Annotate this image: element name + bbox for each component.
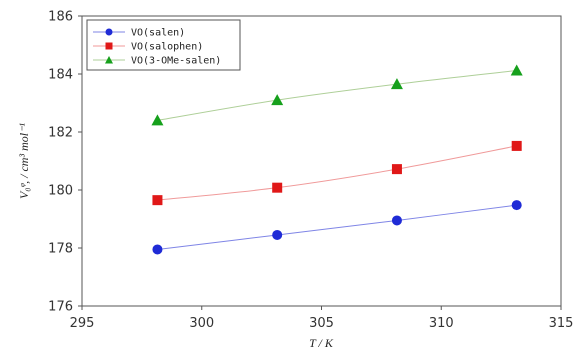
- series-line-vo-3-ome-salen: [157, 70, 517, 121]
- data-point-vo-3-ome-salen: [151, 114, 164, 126]
- legend-marker-vo-salophen: [105, 42, 113, 50]
- data-point-vo-salophen: [391, 164, 402, 175]
- legend-label-vo-salen: VO(salen): [131, 28, 185, 39]
- y-axis-label: V₀ᵠ, / cm³ mol⁻¹: [17, 123, 31, 199]
- x-tick-label: 305: [309, 316, 334, 331]
- x-tick-label: 295: [70, 316, 95, 331]
- y-tick-label: 182: [48, 126, 73, 141]
- data-point-vo-3-ome-salen: [271, 94, 284, 106]
- data-point-vo-salophen: [511, 140, 522, 151]
- legend-label-vo-salophen: VO(salophen): [131, 42, 203, 53]
- legend-marker-vo-3-ome-salen: [105, 56, 113, 64]
- x-tick-label: 300: [189, 316, 214, 331]
- x-tick-label: 315: [549, 316, 574, 331]
- data-point-vo-salen: [152, 244, 163, 255]
- legend-label-vo-3-ome-salen: VO(3-OMe-salen): [131, 56, 221, 67]
- series-line-vo-salen: [157, 204, 517, 250]
- data-point-vo-salen: [272, 229, 283, 240]
- y-tick-label: 176: [48, 300, 73, 315]
- data-point-vo-salophen: [272, 182, 283, 193]
- x-axis-label: T / K: [309, 336, 334, 350]
- data-point-vo-salen: [391, 215, 402, 226]
- legend-marker-vo-salen: [105, 28, 113, 36]
- y-tick-label: 184: [48, 68, 73, 83]
- data-point-vo-3-ome-salen: [510, 64, 523, 76]
- series-points: [151, 64, 523, 255]
- axis-ticks: 295 300 305 310 315 176 178 180 182 184 186: [48, 10, 573, 332]
- y-tick-label: 180: [48, 184, 73, 199]
- x-tick-label: 310: [429, 316, 454, 331]
- data-point-vo-3-ome-salen: [390, 78, 403, 90]
- data-point-vo-salophen: [152, 195, 163, 206]
- data-point-vo-salen: [511, 200, 522, 211]
- legend: VO(salen) VO(salophen) VO(3-OMe-salen): [86, 19, 241, 71]
- series-line-vo-salophen: [157, 145, 517, 201]
- y-tick-label: 186: [48, 10, 73, 25]
- series-lines: [157, 70, 517, 250]
- y-tick-label: 178: [48, 242, 73, 257]
